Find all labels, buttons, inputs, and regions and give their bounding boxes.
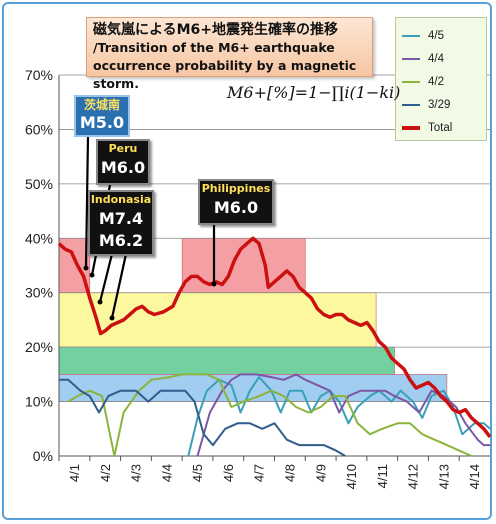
legend-label: 4/5 <box>428 29 444 42</box>
y-tick-label: 70% <box>25 67 53 83</box>
x-tick-label: 4/13 <box>436 464 451 489</box>
legend-item-4/4: 4/4 <box>402 47 480 70</box>
x-tick-label: 4/3 <box>129 464 144 482</box>
callout-peru: Peru M6.0 <box>96 139 150 185</box>
y-tick-label: 0% <box>33 448 53 464</box>
callout-arrow-3 <box>110 253 128 319</box>
callout-arrow-head-0 <box>83 265 89 271</box>
chart-title-box: 磁気嵐によるM6+地震発生確率の推移 /Transition of the M6… <box>86 17 373 91</box>
callout-arrow-2 <box>98 253 114 303</box>
band-green-0 <box>58 346 395 375</box>
x-tick-label: 4/6 <box>221 464 236 482</box>
legend-label: 3/29 <box>428 98 451 111</box>
chart-title-en-line2: occurrence probability by a magnetic sto… <box>93 58 357 91</box>
band-yellow-0 <box>58 292 377 348</box>
series-line-4/2 <box>67 373 472 457</box>
x-tick-label: 4/7 <box>252 464 267 482</box>
callout-ibaraki-place: 茨城南 <box>83 98 120 112</box>
chart-title-en-line1: /Transition of the M6+ earthquake <box>93 40 335 55</box>
callout-ibaraki-mag: M5.0 <box>79 113 125 132</box>
x-tick-label: 4/8 <box>283 464 298 482</box>
x-tick-label: 4/1 <box>67 464 82 482</box>
callout-indonesia-mag2: M6.2 <box>98 231 144 250</box>
chart-title-jp: 磁気嵐によるM6+地震発生確率の推移 <box>93 22 338 38</box>
x-tick-label: 4/12 <box>406 464 421 489</box>
x-tick-label: 4/4 <box>159 464 174 482</box>
callout-indonesia-place: Indonasia <box>90 193 152 206</box>
callout-arrow-head-2 <box>97 299 103 305</box>
legend-item-4/2: 4/2 <box>402 70 480 93</box>
x-tick-label: 4/2 <box>98 464 113 482</box>
x-tick-label: 4/10 <box>344 464 359 489</box>
callout-ibaraki: 茨城南 M5.0 <box>74 95 130 137</box>
callout-philippines: Philippines M6.0 <box>198 179 274 225</box>
y-tick-label: 60% <box>25 121 53 137</box>
legend-swatch <box>402 103 420 106</box>
y-tick-label: 10% <box>25 394 53 410</box>
series-line-3/29 <box>59 378 346 457</box>
y-tick-label: 40% <box>25 230 53 246</box>
callout-arrow-head-3 <box>109 315 115 321</box>
callout-arrow-head-4 <box>211 281 217 287</box>
x-tick-label: 4/11 <box>375 464 390 488</box>
y-tick-label: 20% <box>25 339 53 355</box>
y-tick-label: 30% <box>25 285 53 301</box>
legend-label: 4/4 <box>428 52 444 65</box>
legend-item-4/5: 4/5 <box>402 24 480 47</box>
callout-philippines-mag: M6.0 <box>213 198 259 217</box>
legend-label: Total <box>428 121 453 134</box>
callout-indonesia-mag: M7.4 <box>98 209 144 228</box>
y-tick-label: 50% <box>25 176 53 192</box>
legend-item-Total: Total <box>402 116 480 139</box>
legend-swatch <box>402 125 420 130</box>
callout-arrow-head-1 <box>89 272 95 278</box>
x-tick-label: 4/5 <box>190 464 205 482</box>
x-tick-label: 4/14 <box>467 464 482 489</box>
legend-label: 4/2 <box>428 75 444 88</box>
legend-swatch <box>402 80 420 83</box>
legend-swatch <box>402 34 420 37</box>
series-line-4/4 <box>196 373 490 457</box>
callout-philippines-place: Philippines <box>201 182 271 195</box>
callout-peru-mag: M6.0 <box>100 158 146 177</box>
series-line-4/5 <box>187 376 491 457</box>
chart-legend: 4/5 4/4 4/2 3/29 Total <box>395 17 487 141</box>
x-tick-label: 4/9 <box>313 464 328 482</box>
legend-item-3/29: 3/29 <box>402 93 480 116</box>
formula-text: M6+[%]=1−∏i(1−ki) <box>227 83 401 102</box>
series-line-Total <box>57 236 492 438</box>
callout-arrow-0 <box>84 135 90 269</box>
legend-swatch <box>402 57 420 60</box>
callout-indonesia: Indonasia M7.4 M6.2 <box>88 190 154 256</box>
callout-peru-place: Peru <box>108 142 138 155</box>
